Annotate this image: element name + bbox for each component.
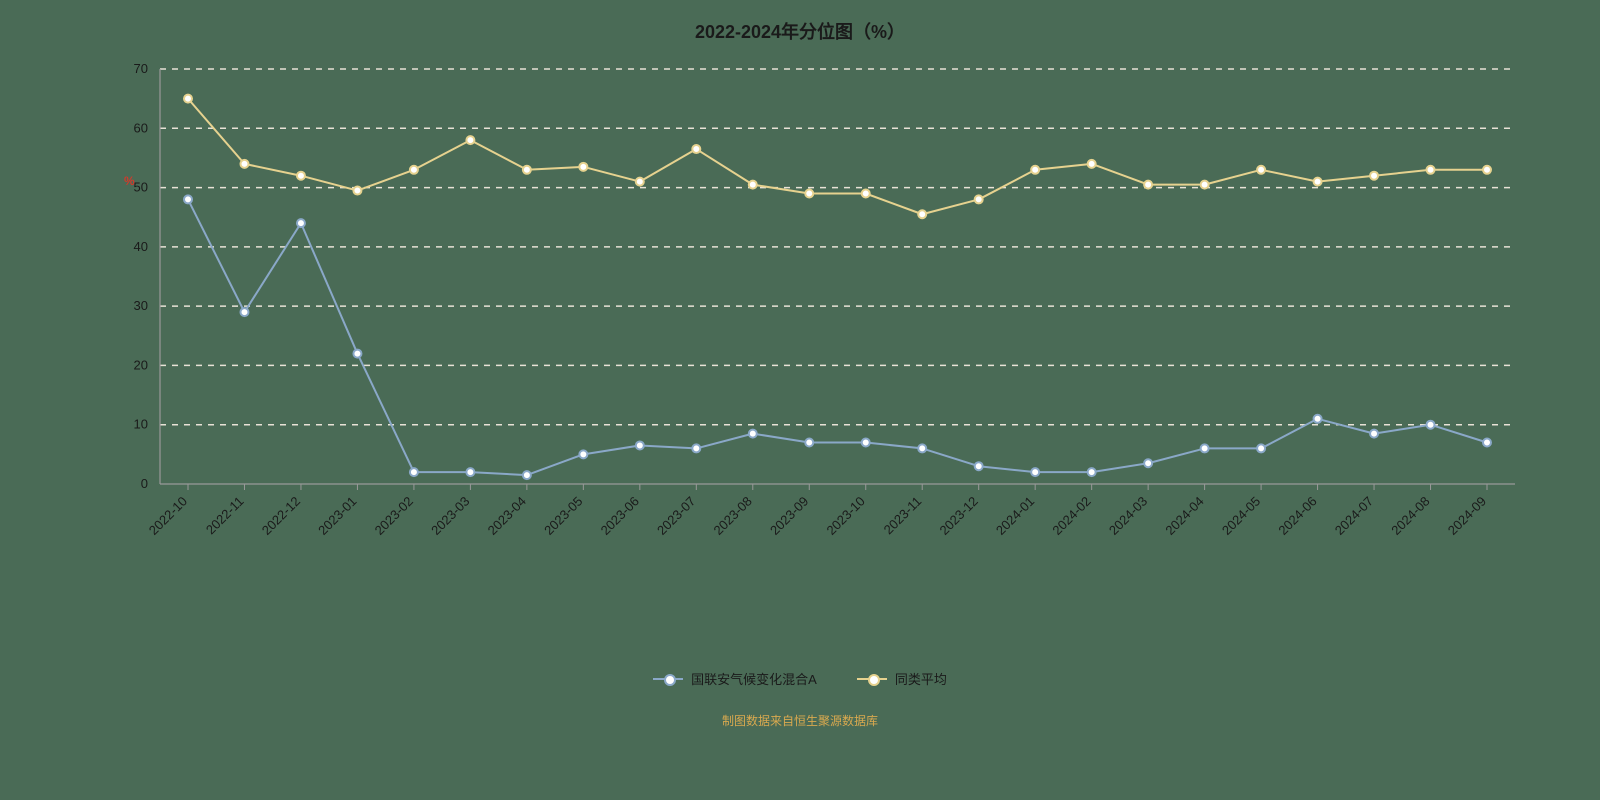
legend-swatch-icon <box>653 678 683 680</box>
data-point-marker <box>353 350 361 358</box>
y-tick-label: 60 <box>134 120 148 135</box>
chart-title: 2022-2024年分位图（%） <box>0 0 1600 44</box>
data-point-marker <box>297 219 305 227</box>
data-point-marker <box>1370 172 1378 180</box>
y-tick-label: 50 <box>134 180 148 195</box>
x-tick-label: 2023-06 <box>598 494 642 538</box>
data-point-marker <box>1031 468 1039 476</box>
data-point-marker <box>1201 181 1209 189</box>
x-tick-label: 2023-08 <box>711 494 755 538</box>
data-point-marker <box>410 166 418 174</box>
data-point-marker <box>410 468 418 476</box>
data-point-marker <box>1483 439 1491 447</box>
x-tick-label: 2024-02 <box>1049 494 1093 538</box>
data-point-marker <box>1427 166 1435 174</box>
y-axis-unit-badge: % <box>124 174 135 188</box>
y-tick-label: 10 <box>134 417 148 432</box>
data-point-marker <box>862 439 870 447</box>
data-point-marker <box>1483 166 1491 174</box>
data-point-marker <box>918 444 926 452</box>
data-point-marker <box>1144 459 1152 467</box>
data-point-marker <box>297 172 305 180</box>
legend-item[interactable]: 同类平均 <box>857 669 947 688</box>
data-point-marker <box>636 178 644 186</box>
x-tick-label: 2022-12 <box>259 494 303 538</box>
legend-label: 国联安气候变化混合A <box>691 669 817 688</box>
data-point-marker <box>1257 444 1265 452</box>
data-point-marker <box>805 190 813 198</box>
data-point-marker <box>692 444 700 452</box>
data-point-marker <box>692 145 700 153</box>
chart-legend: 国联安气候变化混合A 同类平均 <box>0 669 1600 688</box>
data-point-marker <box>240 160 248 168</box>
data-point-marker <box>184 95 192 103</box>
series-line <box>188 99 1487 215</box>
chart-plot-area: 0 10 20 30 40 50 60 70 2022-10 2022-11 2022-12 2023… <box>0 54 1600 589</box>
data-point-marker <box>523 471 531 479</box>
x-tick-label: 2023-11 <box>881 494 925 538</box>
data-point-marker <box>1314 415 1322 423</box>
x-tick-label: 2024-07 <box>1332 494 1376 538</box>
data-point-marker <box>579 163 587 171</box>
x-tick-label: 2024-08 <box>1388 494 1432 538</box>
x-tick-label: 2023-03 <box>428 494 472 538</box>
data-point-marker <box>579 450 587 458</box>
data-point-marker <box>975 195 983 203</box>
y-tick-label: 20 <box>134 357 148 372</box>
x-tick-label: 2022-11 <box>203 494 247 538</box>
y-tick-label: 70 <box>134 61 148 76</box>
data-point-marker <box>1088 160 1096 168</box>
x-tick-label: 2024-01 <box>993 494 1037 538</box>
data-point-marker <box>523 166 531 174</box>
y-tick-label: 40 <box>134 239 148 254</box>
data-point-marker <box>805 439 813 447</box>
data-point-marker <box>466 136 474 144</box>
data-point-marker <box>353 187 361 195</box>
x-tick-label: 2024-09 <box>1445 494 1489 538</box>
x-tick-label: 2024-03 <box>1106 494 1150 538</box>
x-tick-label: 2024-06 <box>1275 494 1319 538</box>
legend-item[interactable]: 国联安气候变化混合A <box>653 669 817 688</box>
data-point-marker <box>1144 181 1152 189</box>
y-tick-label: 0 <box>141 476 148 491</box>
x-tick-label: 2023-04 <box>485 494 529 538</box>
y-tick-label: 30 <box>134 298 148 313</box>
data-point-marker <box>918 210 926 218</box>
x-tick-label: 2024-04 <box>1162 494 1206 538</box>
x-tick-label: 2023-01 <box>315 494 359 538</box>
x-tick-label: 2023-02 <box>372 494 416 538</box>
data-point-marker <box>1257 166 1265 174</box>
data-point-marker <box>862 190 870 198</box>
data-point-marker <box>975 462 983 470</box>
data-point-marker <box>1201 444 1209 452</box>
x-tick-label: 2023-12 <box>936 494 980 538</box>
data-point-marker <box>184 195 192 203</box>
data-point-marker <box>240 308 248 316</box>
data-point-marker <box>1088 468 1096 476</box>
legend-label: 同类平均 <box>895 669 947 688</box>
x-tick-label: 2023-07 <box>654 494 698 538</box>
data-point-marker <box>1314 178 1322 186</box>
legend-swatch-icon <box>857 678 887 680</box>
x-tick-label: 2023-10 <box>824 494 868 538</box>
data-point-marker <box>466 468 474 476</box>
x-tick-label: 2023-09 <box>767 494 811 538</box>
data-point-marker <box>749 430 757 438</box>
data-point-marker <box>1427 421 1435 429</box>
series-line <box>188 199 1487 475</box>
line-chart-svg: 0 10 20 30 40 50 60 70 2022-10 2022-11 2022-12 2023… <box>0 54 1600 589</box>
x-tick-label: 2023-05 <box>541 494 585 538</box>
data-point-marker <box>749 181 757 189</box>
data-point-marker <box>636 441 644 449</box>
chart-footer-note: 制图数据来自恒生聚源数据库 <box>0 712 1600 729</box>
x-tick-label: 2022-10 <box>146 494 190 538</box>
data-point-marker <box>1370 430 1378 438</box>
x-tick-label: 2024-05 <box>1219 494 1263 538</box>
data-point-marker <box>1031 166 1039 174</box>
